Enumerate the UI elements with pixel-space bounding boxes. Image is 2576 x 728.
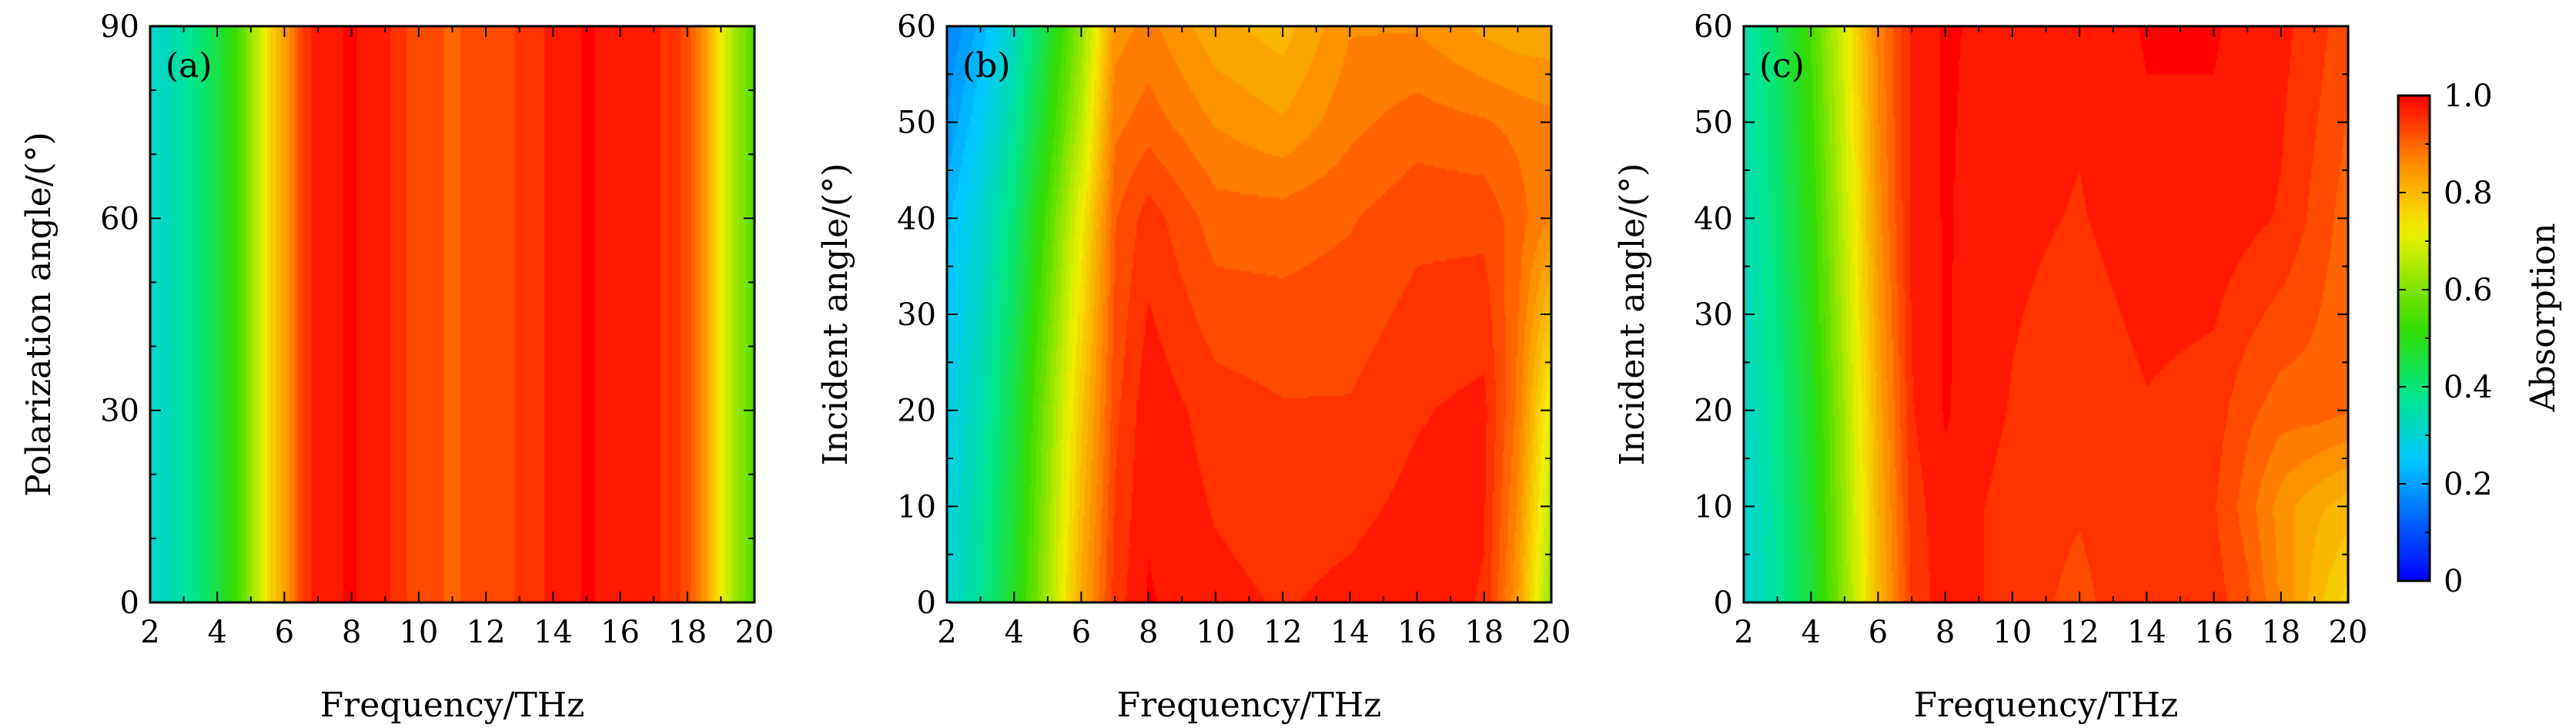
x-tick-label: 16 xyxy=(601,615,640,650)
panel-b: 2 4 6 8 10 12 14 16 18 20 0 10 20 30 40 50 60 Frequency/T… xyxy=(816,9,1571,725)
x-axis-label: Frequency/THz xyxy=(1117,686,1382,725)
x-tick-label: 12 xyxy=(467,615,506,650)
x-tick-label: 20 xyxy=(1532,615,1571,650)
heatmap-image xyxy=(1744,26,2348,602)
x-tick-label: 8 xyxy=(1935,615,1955,650)
colorbar-scale xyxy=(2397,94,2431,582)
heatmap-image xyxy=(947,26,1551,602)
x-tick-label: 4 xyxy=(1004,615,1023,650)
x-tick-label: 6 xyxy=(1072,615,1091,650)
x-tick-label: 14 xyxy=(534,615,573,650)
y-tick-label: 50 xyxy=(897,106,936,141)
y-tick-label: 60 xyxy=(1694,9,1733,45)
y-tick-label: 40 xyxy=(897,201,936,237)
x-tick-label: 18 xyxy=(667,615,707,650)
x-tick-label: 2 xyxy=(937,615,956,650)
y-tick-label: 40 xyxy=(1694,201,1733,237)
y-tick-label: 50 xyxy=(1694,106,1733,141)
panels-group: 2 4 6 8 10 12 14 16 18 200306090Frequency/THzPola… xyxy=(19,9,2367,725)
colorbar-tick-label: 1.0 xyxy=(2444,79,2493,114)
colorbar-label: Absorption xyxy=(2524,223,2563,413)
panel-label: (a) xyxy=(166,46,212,86)
colorbar-tick-label: 0.2 xyxy=(2444,467,2493,502)
x-tick-label: 4 xyxy=(207,615,226,650)
x-tick-label: 8 xyxy=(1139,615,1158,650)
y-tick-label: 20 xyxy=(897,394,936,429)
y-tick-label: 10 xyxy=(897,489,936,525)
x-tick-label: 10 xyxy=(1196,615,1235,650)
x-tick-label: 6 xyxy=(275,615,294,650)
y-tick-label: 90 xyxy=(100,9,139,45)
x-tick-label: 8 xyxy=(342,615,361,650)
y-axis-label: Polarization angle/(°) xyxy=(19,132,59,497)
heatmap-image xyxy=(150,26,754,602)
x-tick-label: 12 xyxy=(2060,615,2099,650)
x-tick-label: 20 xyxy=(2329,615,2368,650)
colorbar: Absorption 0 0.2 0.4 0.6 0.8 1.0 xyxy=(2397,79,2563,599)
x-tick-label: 16 xyxy=(2194,615,2233,650)
y-tick-label: 60 xyxy=(897,9,936,45)
x-tick-label: 2 xyxy=(140,615,159,650)
y-tick-label: 30 xyxy=(100,394,139,429)
y-axis-label: Incident angle/(°) xyxy=(816,163,855,466)
y-axis-label: Incident angle/(°) xyxy=(1613,163,1652,466)
y-tick-label: 20 xyxy=(1694,394,1733,429)
x-tick-label: 18 xyxy=(2261,615,2300,650)
x-tick-label: 10 xyxy=(1992,615,2032,650)
panel-c: 2 4 6 8 10 12 14 16 18 20 0 10 20 30 40 50 60 Frequency/T… xyxy=(1613,9,2367,725)
y-tick-label: 60 xyxy=(100,201,139,237)
x-tick-label: 20 xyxy=(735,615,774,650)
y-tick-label: 0 xyxy=(120,585,139,621)
panel-label: (b) xyxy=(962,46,1011,86)
x-tick-label: 2 xyxy=(1734,615,1753,650)
x-axis-label: Frequency/THz xyxy=(1914,686,2179,725)
x-axis-label: Frequency/THz xyxy=(320,686,585,725)
colorbar-tick-label: 0 xyxy=(2444,564,2463,599)
y-tick-label: 30 xyxy=(897,297,936,333)
y-tick-label: 30 xyxy=(1694,297,1733,333)
y-tick-label: 0 xyxy=(917,585,936,621)
colorbar-tick-label: 0.6 xyxy=(2444,273,2493,308)
colorbar-tick-label: 0.4 xyxy=(2444,370,2493,405)
x-tick-label: 12 xyxy=(1263,615,1303,650)
colorbar-tick-label: 0.8 xyxy=(2444,176,2493,211)
x-tick-label: 16 xyxy=(1397,615,1437,650)
y-tick-label: 0 xyxy=(1714,585,1733,621)
x-tick-label: 14 xyxy=(2127,615,2166,650)
panel-label: (c) xyxy=(1759,46,1805,86)
x-tick-label: 14 xyxy=(1330,615,1370,650)
x-tick-label: 10 xyxy=(399,615,438,650)
y-tick-label: 10 xyxy=(1694,489,1733,525)
x-tick-label: 18 xyxy=(1464,615,1504,650)
x-tick-label: 4 xyxy=(1801,615,1820,650)
panel-a: 2 4 6 8 10 12 14 16 18 20 0 30 60 90 Frequency/THz Pola… xyxy=(19,9,774,725)
x-tick-label: 6 xyxy=(1868,615,1888,650)
